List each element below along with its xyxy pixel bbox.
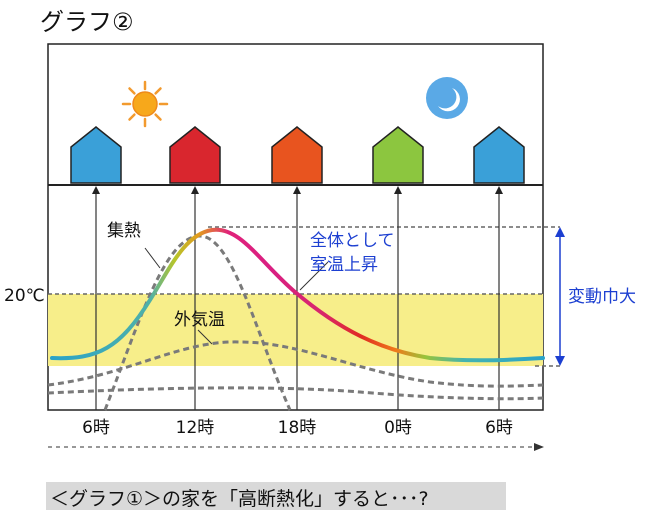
caption: ＜グラフ①＞の家を「高断熱化」すると･･･?	[50, 488, 429, 510]
house-4	[372, 126, 424, 184]
diagram-frame	[47, 43, 544, 411]
house-3	[271, 126, 323, 184]
tick-label: 18時	[278, 418, 317, 438]
room-temp-curve	[50, 227, 545, 363]
label-overall-rise-2: 室温上昇	[310, 255, 378, 275]
label-fluctuation: 変動巾大	[568, 287, 636, 307]
label-collect-heat: 集熱	[107, 221, 141, 241]
diagram-title: グラフ②	[40, 8, 134, 36]
outdoor-temp-curve	[47, 340, 544, 388]
tick-label: 12時	[176, 418, 215, 438]
label-20c: 20℃	[4, 286, 45, 306]
house-1	[70, 126, 122, 184]
outside-temp-leader	[197, 329, 213, 345]
comfort-band	[48, 294, 543, 366]
label-outside-temp: 外気温	[174, 310, 225, 330]
caption-bar	[46, 482, 506, 510]
house-5	[473, 126, 525, 184]
temperature-diagram: 集熱 外気温 全体として 室温上昇 変動巾大 20℃ 6時 12時 18時 0時…	[4, 43, 636, 451]
time-arrows	[92, 186, 503, 410]
label-overall-rise-1: 全体として	[310, 231, 395, 251]
timeline-arrow	[48, 443, 544, 451]
tick-label: 6時	[82, 418, 110, 438]
fluctuation-arrow	[555, 227, 565, 366]
overall-rise-leader	[299, 261, 329, 291]
outdoor-temp-curve-lower	[47, 386, 544, 401]
moon-icon	[426, 77, 468, 119]
tick-label: 6時	[485, 418, 513, 438]
house-2	[169, 126, 221, 184]
tick-label: 0時	[384, 418, 412, 438]
houses	[70, 126, 525, 184]
collect-heat-leader	[144, 247, 161, 269]
sun-icon	[121, 80, 169, 128]
